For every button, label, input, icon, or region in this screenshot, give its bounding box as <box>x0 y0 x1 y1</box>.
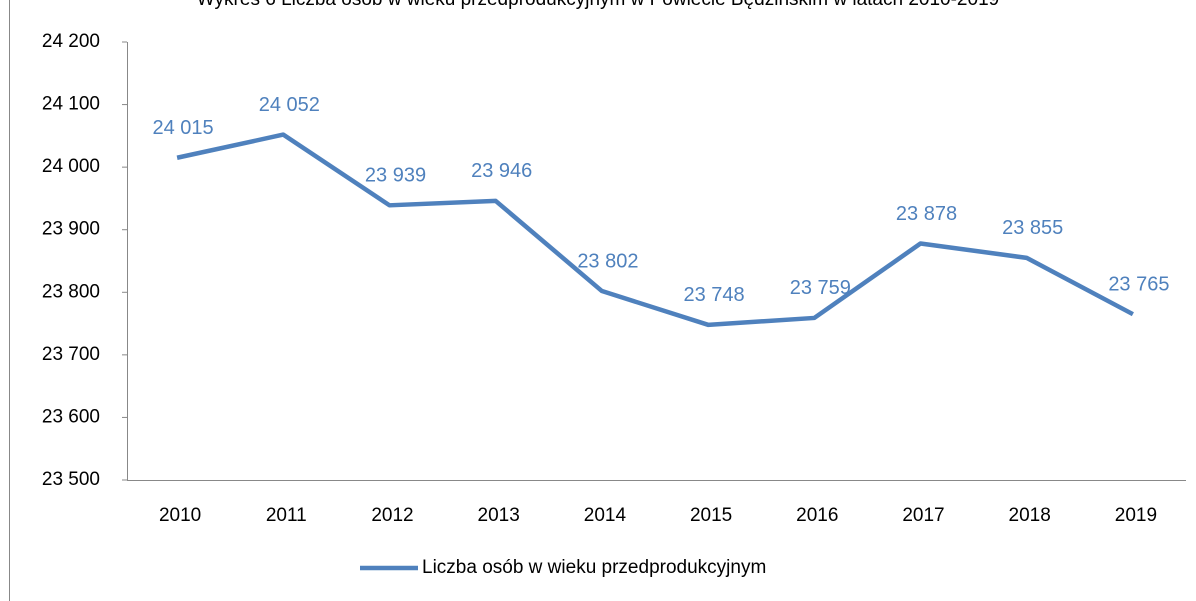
x-tick-label: 2013 <box>478 505 520 526</box>
data-label: 23 759 <box>790 277 851 299</box>
chart-border <box>9 0 10 601</box>
y-tick-label: 23 600 <box>42 406 100 427</box>
data-label: 23 946 <box>471 160 532 182</box>
x-tick-label: 2018 <box>1009 505 1051 526</box>
y-tick-label: 23 900 <box>42 219 100 240</box>
y-tick-label: 24 200 <box>42 31 100 52</box>
x-tick-label: 2019 <box>1115 505 1157 526</box>
x-tick-label: 2016 <box>796 505 838 526</box>
data-label: 24 015 <box>153 117 214 139</box>
data-label: 23 939 <box>365 165 426 187</box>
x-tick-label: 2011 <box>266 505 307 526</box>
data-label: 23 748 <box>684 284 745 306</box>
data-label: 23 802 <box>577 250 638 272</box>
y-tick-label: 23 700 <box>42 344 100 365</box>
x-tick-label: 2014 <box>584 505 627 526</box>
y-tick-label: 24 000 <box>42 156 100 177</box>
x-tick-label: 2017 <box>902 505 944 526</box>
legend-label: Liczba osób w wieku przedprodukcyjnym <box>422 557 766 578</box>
y-tick-label: 23 500 <box>42 469 100 490</box>
data-label: 23 878 <box>896 203 957 225</box>
x-tick-label: 2010 <box>159 505 201 526</box>
data-label: 23 855 <box>1002 217 1063 239</box>
y-tick-label: 23 800 <box>42 281 100 302</box>
chart-title: Wykres 6 Liczba osób w wieku przedproduk… <box>197 0 999 10</box>
data-label: 24 052 <box>259 94 320 116</box>
y-tick-label: 24 100 <box>42 94 100 115</box>
x-tick-label: 2012 <box>371 505 413 526</box>
data-label: 23 765 <box>1108 273 1169 295</box>
line-series <box>176 132 1134 328</box>
x-tick-label: 2015 <box>690 505 732 526</box>
